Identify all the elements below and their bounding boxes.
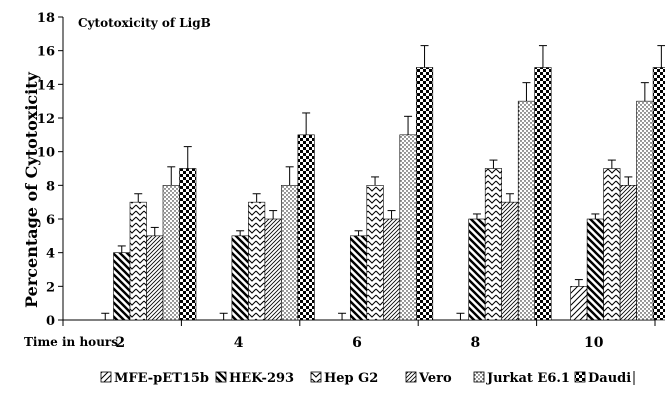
y-tick-label: 4 — [46, 247, 55, 262]
y-tick-label: 16 — [37, 45, 55, 60]
x-tick-label: 10 — [584, 335, 604, 351]
legend-label: Jurkat E6.1 — [486, 371, 570, 386]
x-tick-label: 8 — [471, 335, 481, 351]
legend-swatch — [215, 371, 227, 383]
x-tick-label: 4 — [234, 335, 244, 351]
legend-label: MFE-pET15b — [114, 371, 209, 386]
bar — [349, 235, 368, 321]
bar — [113, 252, 131, 321]
legend-swatch — [473, 371, 485, 383]
legend-label: Hep G2 — [324, 371, 378, 386]
bar — [636, 100, 654, 321]
bar — [382, 218, 401, 321]
legend-swatch — [574, 371, 586, 383]
bar — [366, 185, 384, 321]
bar — [534, 67, 552, 321]
y-tick-label: 2 — [46, 280, 55, 295]
bar — [146, 235, 164, 321]
legend-label: HEK-293 — [229, 371, 294, 386]
y-tick-label: 12 — [37, 112, 55, 127]
y-axis-label: Percentage of Cytotoxicity — [22, 71, 41, 308]
bar — [570, 286, 588, 321]
bar — [162, 185, 180, 321]
bar — [179, 168, 197, 321]
bar — [415, 67, 434, 321]
bar — [281, 185, 299, 321]
bar — [468, 218, 486, 321]
y-tick-label: 10 — [37, 146, 55, 161]
x-tick-label: 6 — [352, 335, 362, 351]
plot-area: 0 2 4 6 8 10 12 14 16 18 2 4 6 8 10 — [37, 11, 665, 351]
y-tick-label: 0 — [46, 314, 55, 329]
y-tick-label: 14 — [37, 78, 55, 93]
bar — [297, 134, 315, 321]
legend-swatch — [310, 371, 322, 383]
legend-swatch — [100, 371, 112, 383]
bar — [399, 134, 417, 321]
bar — [264, 218, 282, 321]
legend-label: Vero — [418, 371, 452, 386]
y-tick-label: 18 — [37, 11, 55, 26]
bar — [586, 218, 604, 321]
x-axis-label: Time in hours — [24, 335, 118, 349]
bar — [501, 201, 519, 321]
legend-label: Daudi — [588, 371, 631, 386]
chart-title: Cytotoxicity of LigB — [78, 16, 211, 30]
legend: MFE-pET15b HEK-293 Hep G2 Vero Jurkat E6.1 Da… — [100, 371, 631, 386]
bar — [619, 185, 637, 321]
y-tick-label: 6 — [46, 213, 55, 228]
bar — [517, 100, 536, 321]
bar — [484, 168, 503, 321]
bar — [603, 168, 621, 321]
bar — [231, 235, 249, 321]
bar — [248, 201, 266, 321]
bar — [129, 201, 147, 321]
x-tick-label: 2 — [115, 335, 125, 351]
legend-swatch — [405, 371, 417, 383]
bar — [652, 67, 665, 321]
y-tick-label: 8 — [46, 179, 55, 194]
